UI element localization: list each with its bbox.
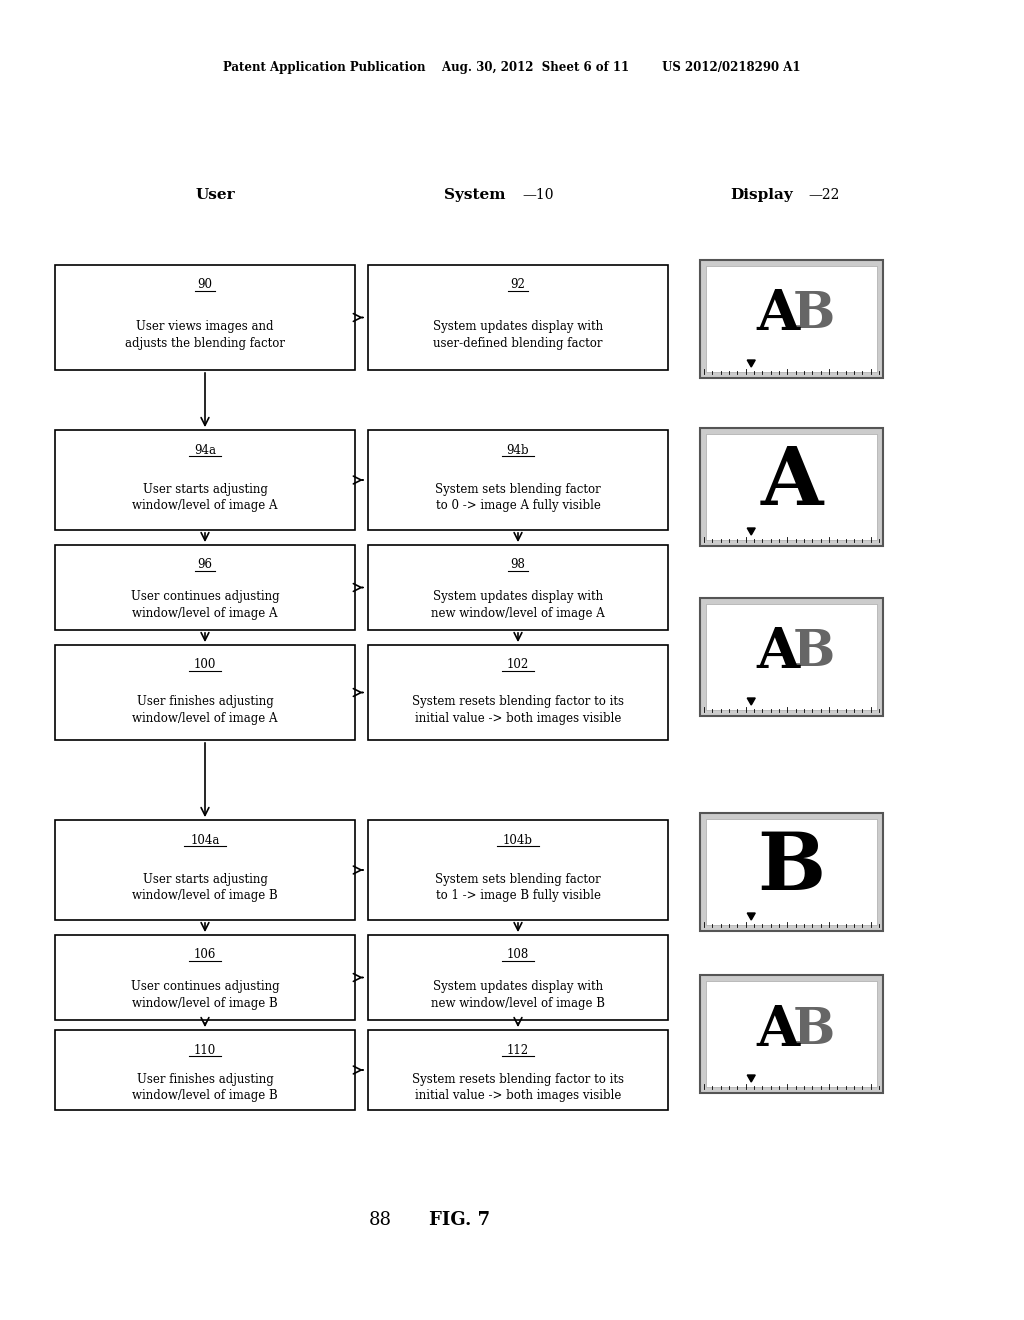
Text: 90: 90 [198,279,213,292]
Bar [55,265,355,370]
Text: window/level of image A: window/level of image A [132,607,278,620]
Bar [368,265,668,370]
Text: A: A [760,444,822,521]
Text: User continues adjusting: User continues adjusting [131,590,280,603]
Text: new window/level of image B: new window/level of image B [431,997,605,1010]
Text: 104b: 104b [503,833,534,846]
Text: User views images and: User views images and [136,319,273,333]
Text: —22: —22 [808,187,840,202]
Bar [55,820,355,920]
Text: B: B [793,628,835,677]
Text: 106: 106 [194,949,216,961]
Bar [700,428,883,546]
Text: 102: 102 [507,659,529,672]
Text: System sets blending factor: System sets blending factor [435,873,601,886]
Text: System updates display with: System updates display with [433,319,603,333]
Text: System resets blending factor to its: System resets blending factor to its [412,1072,624,1085]
Text: FIG. 7: FIG. 7 [429,1210,490,1229]
Text: 88: 88 [369,1210,391,1229]
Text: 100: 100 [194,659,216,672]
Text: window/level of image A: window/level of image A [132,711,278,725]
Polygon shape [748,698,756,705]
Bar [368,935,668,1020]
Text: A: A [756,288,799,342]
Bar [368,1030,668,1110]
Text: window/level of image B: window/level of image B [132,1089,278,1102]
Text: user-defined blending factor: user-defined blending factor [433,337,603,350]
Text: A: A [756,626,799,681]
Bar [706,981,877,1086]
Text: A: A [756,1002,799,1057]
Text: adjusts the blending factor: adjusts the blending factor [125,337,285,350]
Text: 110: 110 [194,1044,216,1056]
Bar [55,645,355,741]
Bar [700,260,883,378]
Bar [700,598,883,715]
Text: System: System [444,187,506,202]
Text: Patent Application Publication    Aug. 30, 2012  Sheet 6 of 11        US 2012/02: Patent Application Publication Aug. 30, … [223,62,801,74]
Bar [368,430,668,531]
Text: User finishes adjusting: User finishes adjusting [136,696,273,708]
Text: System sets blending factor: System sets blending factor [435,483,601,495]
Text: 94a: 94a [194,444,216,457]
Text: to 0 -> image A fully visible: to 0 -> image A fully visible [435,499,600,512]
Bar [706,605,877,710]
Text: System updates display with: System updates display with [433,979,603,993]
Bar [706,818,877,925]
Polygon shape [748,360,756,367]
Text: to 1 -> image B fully visible: to 1 -> image B fully visible [435,890,600,903]
Polygon shape [748,528,756,535]
Text: B: B [793,290,835,339]
Text: window/level of image B: window/level of image B [132,890,278,903]
Text: 96: 96 [198,558,213,572]
Text: Display: Display [731,187,794,202]
Bar [55,545,355,630]
Text: new window/level of image A: new window/level of image A [431,607,605,620]
Bar [55,430,355,531]
Text: initial value -> both images visible: initial value -> both images visible [415,1089,622,1102]
Text: initial value -> both images visible: initial value -> both images visible [415,711,622,725]
Text: System updates display with: System updates display with [433,590,603,603]
Bar [706,267,877,372]
Text: 108: 108 [507,949,529,961]
Bar [55,1030,355,1110]
Bar [368,545,668,630]
Bar [368,645,668,741]
Text: 92: 92 [511,279,525,292]
Text: 104a: 104a [190,833,220,846]
Text: 94b: 94b [507,444,529,457]
Text: B: B [793,1006,835,1055]
Text: window/level of image A: window/level of image A [132,499,278,512]
Text: B: B [758,829,825,907]
Text: System resets blending factor to its: System resets blending factor to its [412,696,624,708]
Bar [700,813,883,931]
Bar [368,820,668,920]
Bar [700,975,883,1093]
Text: User starts adjusting: User starts adjusting [142,873,267,886]
Polygon shape [748,1074,756,1082]
Text: —10: —10 [522,187,554,202]
Text: 98: 98 [511,558,525,572]
Text: User finishes adjusting: User finishes adjusting [136,1072,273,1085]
Text: User: User [196,187,234,202]
Text: User starts adjusting: User starts adjusting [142,483,267,495]
Bar [55,935,355,1020]
Text: 112: 112 [507,1044,529,1056]
Bar [706,434,877,540]
Text: window/level of image B: window/level of image B [132,997,278,1010]
Text: User continues adjusting: User continues adjusting [131,979,280,993]
Polygon shape [748,913,756,920]
